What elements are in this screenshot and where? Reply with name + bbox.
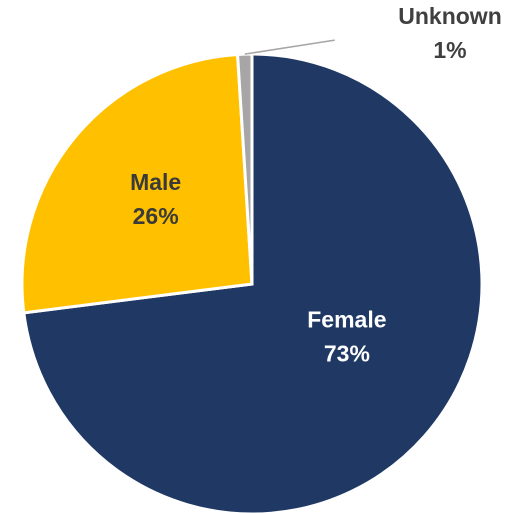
pie-labels: Female 73% Male 26% Unknown 1% [130, 3, 502, 367]
slice-value-male: 26% [133, 203, 179, 229]
pie-slices [20, 52, 484, 513]
slice-label-female: Female [307, 307, 386, 333]
leader-line-unknown [244, 39, 335, 55]
slice-value-unknown: 1% [433, 37, 466, 63]
slice-unknown [235, 52, 254, 285]
slice-label-unknown: Unknown [398, 3, 502, 29]
slice-label-male: Male [130, 169, 181, 195]
slice-value-female: 73% [324, 341, 370, 367]
slice-male [20, 52, 254, 315]
